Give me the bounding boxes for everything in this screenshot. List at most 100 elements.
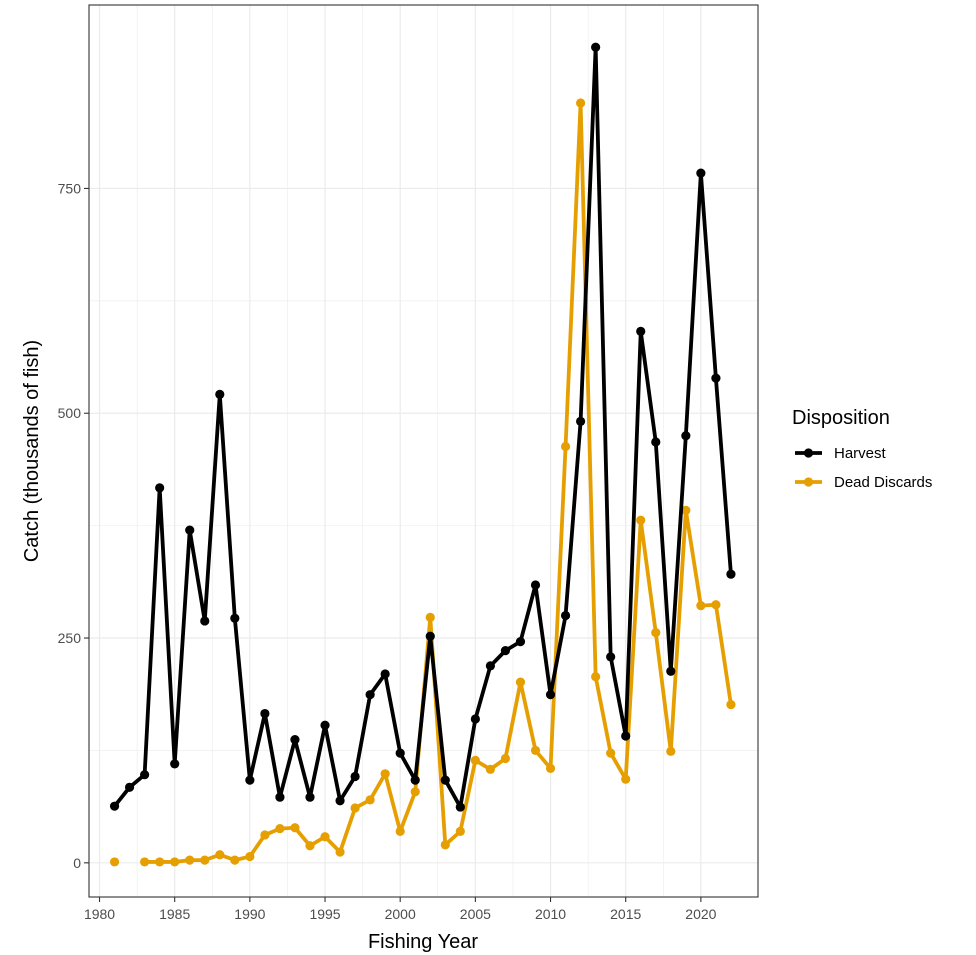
data-point-dead-discards [230,855,240,865]
x-tick-label: 1985 [159,906,190,922]
x-tick-label: 2005 [460,906,491,922]
data-point-harvest [140,770,150,780]
data-point-dead-discards [681,505,691,515]
data-point-dead-discards [155,857,165,867]
data-point-dead-discards [470,755,480,765]
data-point-dead-discards [380,769,390,779]
x-axis-title: Fishing Year [368,931,478,953]
data-point-harvest [711,373,721,383]
panel-background [89,5,758,897]
data-point-harvest [185,525,195,535]
x-axis: 1980 1985 1990 1995 2000 2005 2010 2015 2020 [84,897,717,922]
data-point-dead-discards [696,601,706,611]
data-point-dead-discards [245,851,255,862]
data-point-dead-discards [350,803,360,813]
data-point-harvest [275,792,285,802]
series-layer [109,42,736,867]
y-axis-title: Catch (thousands of fish) [21,340,43,562]
y-tick-label: 500 [58,405,82,421]
data-point-dead-discards [410,787,420,797]
data-point-harvest [515,637,526,647]
legend-key-point [803,448,814,458]
data-point-harvest [530,580,541,590]
data-point-dead-discards [440,840,450,850]
data-point-dead-discards [606,748,616,758]
data-point-dead-discards [260,830,270,840]
data-point-dead-discards [545,763,556,774]
data-point-dead-discards [651,628,661,638]
data-point-dead-discards [636,515,646,525]
y-tick-label: 250 [58,630,82,646]
data-point-dead-discards [666,746,676,756]
data-point-dead-discards [140,857,150,867]
legend: Disposition Harvest Dead Discards [792,407,932,491]
data-point-dead-discards [726,699,736,710]
data-point-dead-discards [170,857,180,867]
data-point-harvest [290,735,300,745]
data-point-dead-discards [621,774,631,784]
data-point-dead-discards [560,441,571,452]
legend-title: Disposition [792,407,890,429]
data-point-harvest [726,569,736,579]
data-point-dead-discards [305,841,315,851]
data-point-dead-discards [500,753,511,764]
data-point-harvest [440,775,450,785]
y-tick-label: 750 [58,180,82,196]
data-point-dead-discards [215,850,225,860]
x-tick-label: 2015 [610,906,641,922]
data-point-harvest [230,613,240,623]
data-point-harvest [425,631,435,641]
data-point-harvest [651,437,661,447]
data-point-dead-discards [485,764,495,774]
data-point-harvest [109,801,120,811]
legend-key-point [803,477,814,487]
data-point-harvest [560,610,571,621]
data-point-harvest [500,646,511,656]
data-point-harvest [545,690,556,700]
data-point-dead-discards [515,677,526,687]
data-point-harvest [606,652,616,662]
x-tick-label: 1980 [84,906,115,922]
data-point-harvest [470,714,480,724]
series-line-dead-discards [144,101,733,864]
data-point-harvest [200,616,210,626]
data-point-harvest [124,782,135,792]
x-tick-label: 1995 [309,906,340,922]
data-point-harvest [696,168,706,178]
data-point-dead-discards [275,824,285,834]
x-tick-label: 1990 [234,906,265,922]
data-point-harvest [260,708,270,719]
panel-border [88,4,759,898]
legend-item-harvest: Harvest [795,445,887,462]
data-point-harvest [350,771,360,782]
data-point-harvest [681,431,691,441]
x-tick-label: 2020 [685,906,716,922]
y-tick-label: 0 [73,855,81,871]
data-point-harvest [636,326,646,337]
data-point-harvest [335,796,345,806]
data-point-dead-discards [200,855,210,865]
legend-label: Dead Discards [834,474,932,491]
legend-item-dead-discards: Dead Discards [795,474,932,491]
data-point-harvest [170,759,180,769]
data-point-dead-discards [335,847,345,857]
data-point-dead-discards [185,855,195,865]
data-point-harvest [455,802,465,812]
legend-label: Harvest [834,445,887,462]
data-point-dead-discards [109,857,120,867]
data-point-harvest [395,748,405,758]
series-line-harvest [113,45,733,809]
plot-area [88,4,759,898]
data-point-harvest [245,775,255,785]
data-point-harvest [305,792,315,802]
x-tick-label: 2010 [535,906,566,922]
y-axis: 0 250 500 750 [58,180,89,871]
data-point-harvest [155,483,165,493]
data-point-dead-discards [576,98,586,108]
series-harvest [109,42,736,812]
data-point-harvest [666,666,676,676]
data-point-harvest [365,690,375,700]
x-tick-label: 2000 [385,906,416,922]
data-point-dead-discards [365,795,375,805]
